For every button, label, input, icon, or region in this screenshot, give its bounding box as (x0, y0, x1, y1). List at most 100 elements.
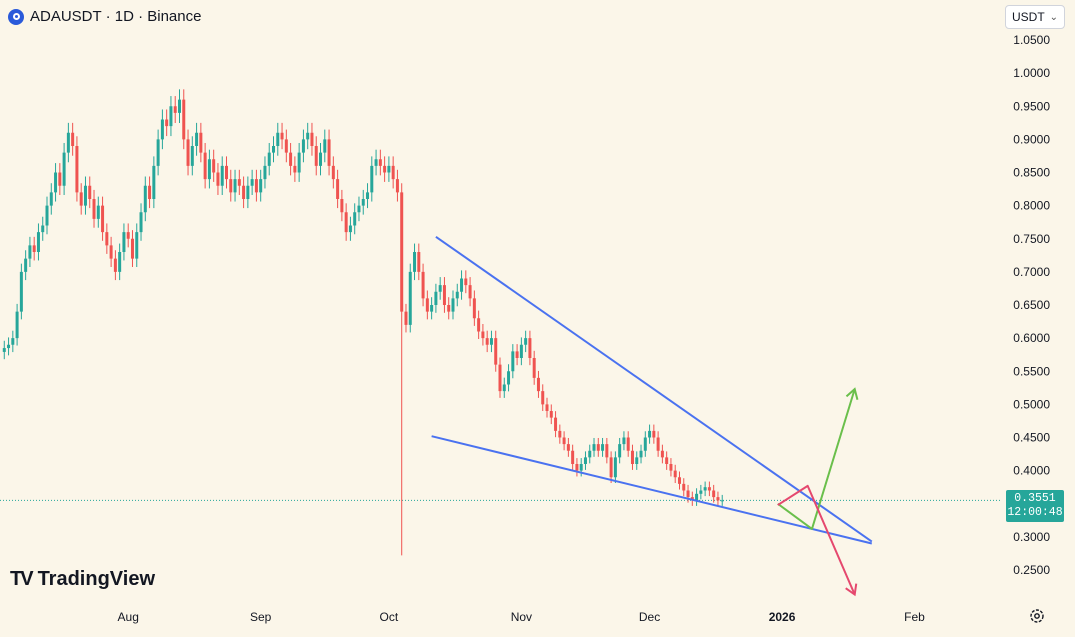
candle-body (36, 232, 40, 252)
candle-body (75, 146, 79, 193)
candle-body (464, 278, 468, 286)
candle-body (515, 351, 519, 358)
candle (391, 156, 395, 189)
candle (660, 444, 664, 464)
candle (135, 223, 139, 267)
candle-body (434, 291, 438, 305)
candle-body (378, 159, 382, 166)
candle (673, 464, 677, 484)
candle-body (105, 232, 109, 246)
candle-body (601, 444, 605, 451)
candle (626, 431, 630, 457)
candle-body (361, 199, 365, 206)
candle (113, 250, 117, 281)
candle-body (152, 165, 156, 199)
candle (378, 149, 382, 176)
candle (62, 142, 66, 195)
candle (310, 122, 314, 156)
candle-body (45, 205, 49, 226)
candle-body (447, 305, 451, 312)
candle (203, 142, 207, 189)
candle-body (643, 437, 647, 451)
price-tick-label: 0.8000 (1013, 199, 1050, 213)
candle (276, 122, 280, 156)
time-tick-label: Dec (639, 610, 660, 624)
candle-body (489, 338, 493, 345)
candle-body (609, 457, 613, 478)
cardano-icon (8, 8, 24, 25)
candle (323, 129, 327, 163)
candle-body (485, 338, 489, 345)
time-axis[interactable]: Aug Sep Oct Nov Dec 2026 Feb (118, 610, 926, 624)
candle-body (682, 483, 686, 491)
candle (54, 163, 58, 202)
candle-body (639, 450, 643, 458)
candle (28, 236, 32, 267)
candle (246, 176, 250, 209)
candle-body (395, 179, 399, 193)
candle-body (391, 165, 395, 180)
candle (554, 411, 558, 438)
candle (340, 189, 344, 222)
candle (83, 176, 87, 215)
candle-body (186, 139, 190, 166)
candle-body (7, 344, 11, 349)
candle (272, 136, 276, 163)
candle (695, 488, 699, 506)
candle-body (2, 348, 6, 352)
bearish-projection[interactable] (777, 484, 858, 597)
candle-body (24, 258, 28, 272)
candle-body (319, 152, 323, 166)
price-tick-label: 1.0500 (1013, 33, 1050, 47)
tradingview-logo[interactable]: TV TradingView (10, 568, 155, 591)
candle (468, 277, 472, 307)
candle (613, 451, 617, 484)
candle-body (549, 411, 553, 418)
candle (344, 203, 348, 241)
candle (139, 203, 143, 241)
candle-body (707, 487, 711, 491)
candle (383, 156, 387, 182)
price-axis[interactable]: 1.0500 1.0000 0.9500 0.9000 0.8500 0.8000 0.75… (1013, 33, 1050, 577)
candle (575, 458, 579, 477)
candle (306, 122, 310, 150)
candle (699, 484, 703, 500)
drawings-layer[interactable] (431, 235, 873, 597)
candle-body (203, 152, 207, 180)
candle (118, 243, 122, 281)
time-tick-label: 2026 (769, 610, 796, 624)
lower-trendline[interactable] (431, 435, 873, 545)
price-tick-label: 0.6000 (1013, 331, 1050, 345)
candle-body (246, 185, 250, 199)
candle (92, 189, 96, 228)
candle-body (408, 271, 412, 325)
candle (293, 156, 297, 182)
currency-select[interactable]: USDT ⌄ (1005, 5, 1065, 29)
candle-body (468, 285, 472, 299)
candle (88, 176, 92, 209)
candle-body (118, 252, 122, 272)
candle-body (250, 179, 254, 186)
candle (451, 290, 455, 320)
candle-body (596, 444, 600, 451)
time-tick-label: Aug (118, 610, 139, 624)
candle (224, 156, 228, 189)
candle (314, 136, 318, 176)
candle (220, 156, 224, 195)
candle (190, 136, 194, 176)
symbol-header[interactable]: ADAUSDT · 1D · Binance (8, 8, 201, 25)
gear-icon[interactable] (1027, 606, 1047, 626)
candle (105, 223, 109, 254)
candle (622, 431, 626, 451)
last-price-badge: 0.3551 12:00:48 (1006, 490, 1064, 522)
candle-body (28, 245, 32, 259)
price-tick-label: 0.9500 (1013, 99, 1050, 113)
bullish-projection[interactable] (777, 387, 859, 530)
candle (430, 297, 434, 320)
candle-body (695, 493, 699, 501)
candle (455, 283, 459, 307)
candle-body (579, 464, 583, 471)
candle-body (677, 477, 681, 484)
